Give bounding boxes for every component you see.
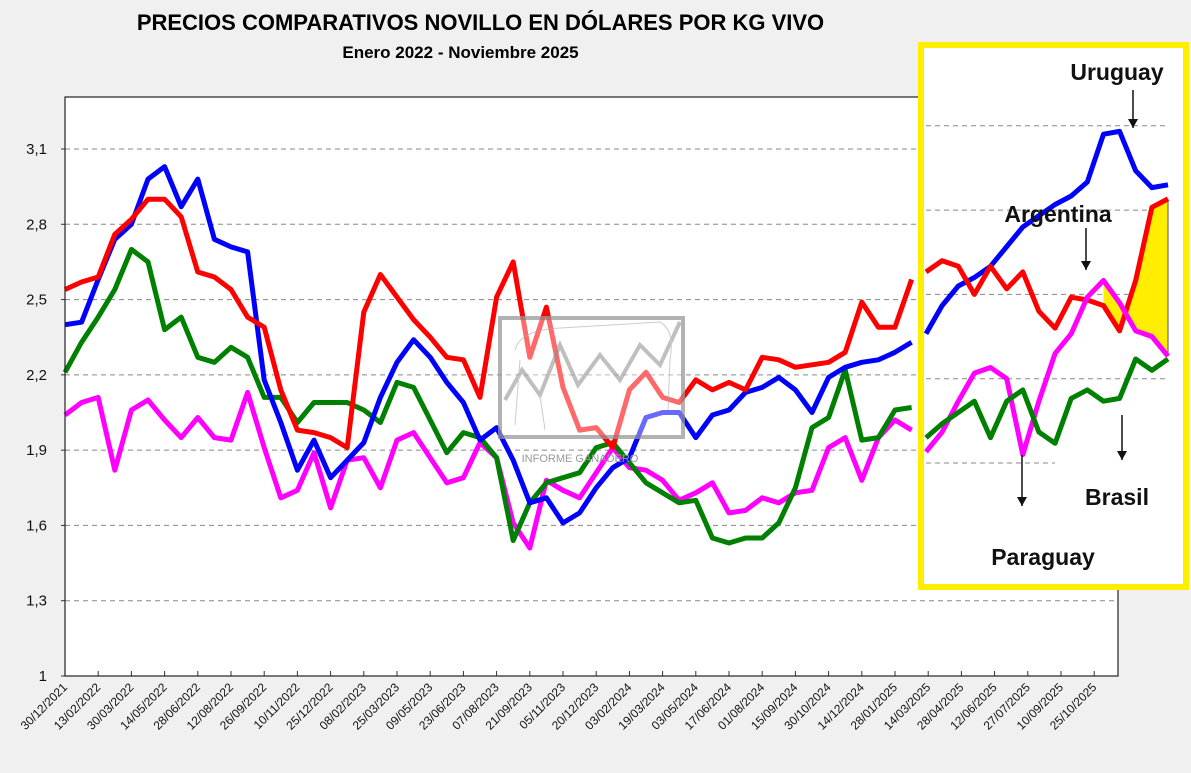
watermark-cow	[514, 321, 672, 431]
arrowhead-icon	[1017, 497, 1027, 506]
y-tick-label: 1,9	[26, 442, 47, 459]
watermark-zigzag	[503, 321, 682, 401]
series-line-argentina	[63, 196, 914, 451]
annotation-label-argentina: Argentina	[1004, 201, 1112, 227]
y-tick-label: 3,1	[26, 141, 47, 158]
y-tick-label: 2,8	[26, 216, 47, 233]
annotation-label-brasil: Brasil	[1085, 484, 1149, 510]
y-tick-label: 1,3	[26, 593, 47, 610]
inset-series-line-paraguay	[924, 277, 1170, 458]
arrowhead-icon	[1117, 451, 1127, 460]
y-tick-label: 1	[39, 668, 47, 685]
y-tick-label: 1,6	[26, 517, 47, 534]
inset-series-line-argentina	[924, 196, 1170, 334]
inset-series-line-brasil	[924, 356, 1170, 446]
series-line-brasil	[62, 246, 912, 546]
chart-subtitle: Enero 2022 - Noviembre 2025	[342, 43, 579, 62]
watermark-frame	[498, 316, 685, 439]
arrowhead-icon	[1081, 261, 1091, 270]
y-tick-label: 2,2	[26, 367, 47, 384]
series-line-uruguay	[64, 164, 913, 526]
watermark-logo	[498, 316, 685, 439]
inset-highlight-fill	[1103, 198, 1168, 357]
chart-title: PRECIOS COMPARATIVOS NOVILLO EN DÓLARES …	[136, 10, 825, 35]
y-tick-label: 2,5	[26, 292, 47, 309]
watermark-text: INFORME GANADERO	[522, 453, 639, 465]
annotation-label-uruguay: Uruguay	[1070, 59, 1164, 85]
annotation-label-paraguay: Paraguay	[991, 544, 1095, 570]
arrowhead-icon	[1128, 119, 1138, 128]
